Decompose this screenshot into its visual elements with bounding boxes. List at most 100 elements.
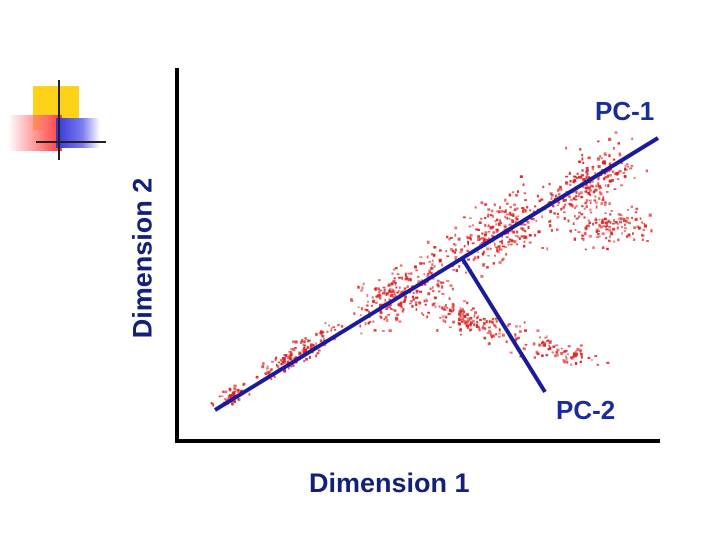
scatter-point xyxy=(617,217,620,220)
scatter-point xyxy=(523,236,526,240)
scatter-point xyxy=(576,348,580,352)
scatter-point xyxy=(391,272,394,275)
scatter-point xyxy=(455,248,457,252)
scatter-point xyxy=(578,176,581,179)
scatter-point xyxy=(643,222,645,225)
scatter-point xyxy=(620,162,623,165)
scatter-point xyxy=(310,344,312,347)
scatter-point xyxy=(624,223,626,227)
scatter-point xyxy=(585,190,588,193)
scatter-point xyxy=(567,353,570,356)
scatter-point xyxy=(567,219,570,223)
scatter-point xyxy=(303,359,306,363)
scatter-point xyxy=(242,383,245,386)
horizontal-line-decoration xyxy=(36,141,106,143)
scatter-point xyxy=(378,279,381,282)
scatter-point xyxy=(501,241,503,245)
scatter-point xyxy=(383,288,386,292)
scatter-point xyxy=(480,217,483,220)
scatter-point xyxy=(361,286,364,290)
scatter-point xyxy=(645,169,649,173)
scatter-point xyxy=(409,302,412,305)
scatter-point xyxy=(549,340,553,343)
scatter-point xyxy=(575,205,578,208)
scatter-point xyxy=(602,196,605,200)
scatter-point xyxy=(277,361,281,364)
scatter-point xyxy=(470,323,472,327)
scatter-point xyxy=(524,223,527,226)
scatter-point xyxy=(562,207,565,210)
scatter-point xyxy=(515,193,518,197)
scatter-point xyxy=(445,304,447,307)
scatter-point xyxy=(378,297,382,300)
scatter-point xyxy=(255,375,259,379)
scatter-point xyxy=(510,240,514,243)
scatter-point xyxy=(495,320,498,323)
scatter-point xyxy=(233,384,237,387)
scatter-point xyxy=(494,220,497,223)
scatter-point xyxy=(448,308,452,312)
scatter-point xyxy=(566,360,569,364)
scatter-point xyxy=(585,199,589,202)
scatter-point xyxy=(509,211,512,215)
scatter-point xyxy=(565,357,568,361)
scatter-point xyxy=(286,360,290,364)
scatter-point xyxy=(587,224,590,228)
scatter-point xyxy=(599,190,601,194)
scatter-point xyxy=(603,217,607,221)
scatter-point xyxy=(324,322,327,324)
scatter-point xyxy=(411,305,414,308)
scatter-point xyxy=(506,324,510,327)
scatter-point xyxy=(460,333,462,336)
scatter-point xyxy=(564,203,567,206)
scatter-point xyxy=(350,299,354,302)
scatter-point xyxy=(467,236,471,240)
scatter-point xyxy=(518,237,521,240)
scatter-point xyxy=(507,323,511,326)
scatter-point xyxy=(596,157,600,161)
scatter-point xyxy=(596,236,599,239)
scatter-point xyxy=(582,237,585,241)
scatter-point xyxy=(393,292,396,296)
scatter-point xyxy=(618,154,622,157)
scatter-point xyxy=(612,147,615,150)
scatter-point xyxy=(455,269,458,273)
scatter-point xyxy=(514,221,518,225)
scatter-point xyxy=(464,321,467,325)
scatter-point xyxy=(536,329,540,332)
scatter-point xyxy=(212,403,215,407)
scatter-point xyxy=(394,294,397,298)
scatter-point xyxy=(401,310,404,313)
scatter-point xyxy=(499,206,501,209)
scatter-point xyxy=(514,338,518,342)
scatter-point xyxy=(582,234,585,237)
scatter-point xyxy=(438,305,441,308)
scatter-point xyxy=(631,137,634,140)
scatter-point xyxy=(275,356,278,359)
scatter-point xyxy=(587,356,591,360)
scatter-point xyxy=(484,328,487,331)
scatter-point xyxy=(303,349,306,352)
scatter-point xyxy=(507,243,510,246)
scatter-point xyxy=(483,240,486,244)
scatter-point xyxy=(585,224,589,228)
scatter-point xyxy=(399,286,401,289)
scatter-point xyxy=(483,327,486,330)
scatter-point xyxy=(531,218,535,221)
scatter-point xyxy=(369,320,372,323)
scatter-point xyxy=(600,202,603,205)
scatter-point xyxy=(487,225,490,228)
scatter-point xyxy=(426,315,429,319)
scatter-point xyxy=(513,208,517,211)
scatter-point xyxy=(432,286,434,289)
scatter-point xyxy=(471,242,475,245)
scatter-point xyxy=(624,167,627,171)
scatter-point xyxy=(423,282,427,286)
scatter-point xyxy=(303,347,306,351)
scatter-point xyxy=(584,190,587,193)
scatter-point xyxy=(560,351,563,355)
scatter-point xyxy=(579,348,583,352)
scatter-point xyxy=(452,243,455,245)
scatter-point xyxy=(612,158,616,161)
scatter-point xyxy=(493,323,495,327)
